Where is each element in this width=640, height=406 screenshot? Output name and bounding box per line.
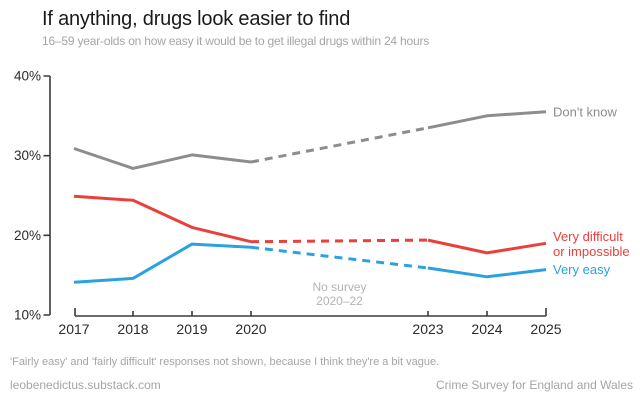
series-line-dont-know <box>73 110 547 170</box>
chart-subtitle: 16–59 year-olds on how easy it would be … <box>42 34 430 48</box>
segment-solid-left <box>73 242 252 284</box>
series-label-text: or impossible <box>553 244 630 259</box>
series-label-text: Very easy <box>553 262 611 277</box>
x-axis <box>74 308 547 317</box>
y-tick-label: 30% <box>14 148 41 163</box>
axis-tick-labels: 10% 20% 30% 40% 2017 2018 2019 2020 2023 2024 2025 <box>14 69 562 338</box>
data-source: Crime Survey for England and Wales <box>436 378 633 392</box>
x-tick-label: 2020 <box>235 321 266 337</box>
segment-solid-left <box>73 147 252 170</box>
series-line-very-difficult <box>73 194 547 255</box>
series-label-very-easy: Very easy <box>553 262 611 277</box>
y-axis <box>43 75 51 316</box>
annotation-line: No survey <box>312 280 366 294</box>
footnote: 'Fairly easy' and 'fairly difficult' res… <box>10 356 440 368</box>
x-tick-label: 2018 <box>117 321 148 337</box>
x-tick-label: 2017 <box>58 321 89 337</box>
series-label-dont-know: Don't know <box>553 104 618 119</box>
segment-dashed-gap <box>250 126 429 164</box>
segment-solid-right <box>427 238 547 255</box>
series-label-text: Don't know <box>553 104 618 119</box>
source-link[interactable]: leobenedictus.substack.com <box>10 378 161 392</box>
y-tick-label: 10% <box>14 308 41 323</box>
y-tick-label: 40% <box>14 69 41 84</box>
annotation-line: 2020–22 <box>316 294 363 308</box>
segment-solid-right <box>427 266 547 279</box>
segment-dashed-gap <box>250 245 429 270</box>
x-tick-label: 2024 <box>471 321 502 337</box>
x-tick-label: 2023 <box>412 321 443 337</box>
segment-dashed-gap <box>250 238 429 244</box>
x-tick-label: 2025 <box>530 321 561 337</box>
y-tick-label: 20% <box>14 228 41 243</box>
chart-title: If anything, drugs look easier to find <box>42 8 351 30</box>
series-label-text: Very difficult <box>553 229 623 244</box>
segment-solid-right <box>427 110 547 130</box>
x-tick-label: 2019 <box>176 321 207 337</box>
axes <box>43 75 547 317</box>
segment-solid-left <box>73 194 252 244</box>
series-line-very-easy <box>73 242 547 284</box>
